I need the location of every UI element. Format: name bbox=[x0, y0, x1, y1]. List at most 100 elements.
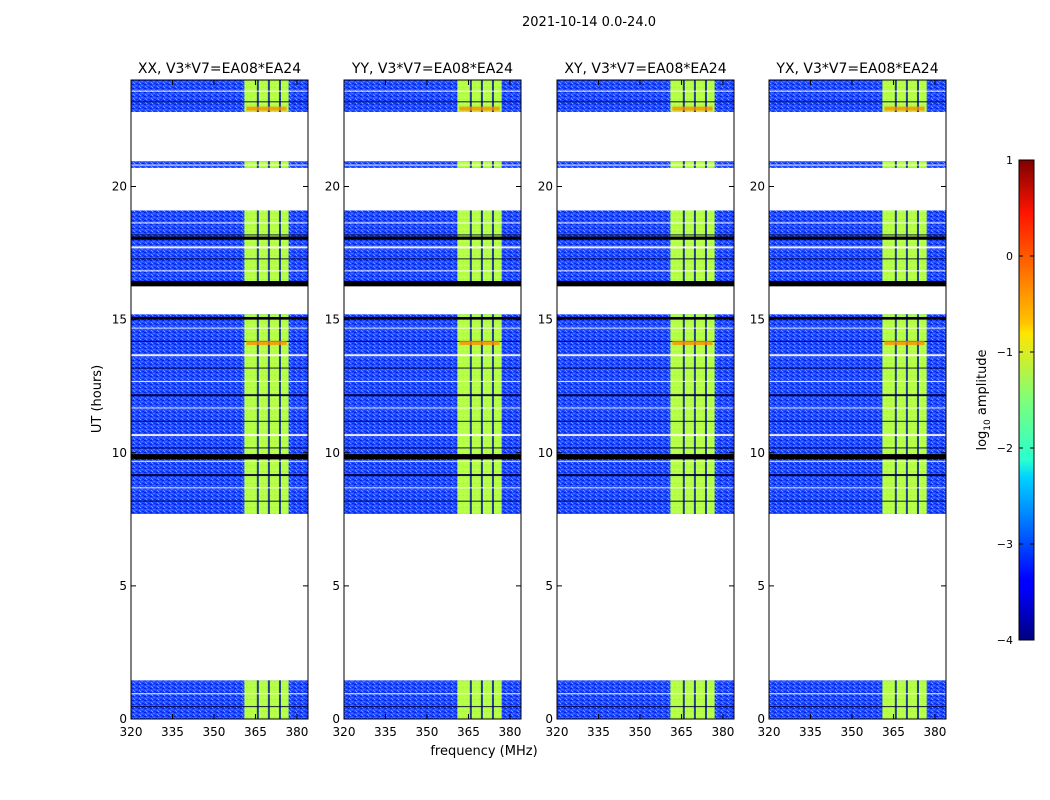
colorbar-label: log10 amplitude bbox=[975, 349, 993, 450]
panel-frame bbox=[556, 79, 735, 720]
colorbar-tick-label: 1 bbox=[1006, 154, 1013, 167]
rfi-band bbox=[882, 314, 927, 514]
x-tick-label: 335 bbox=[587, 725, 610, 739]
colorbar-label-sub: 10 bbox=[983, 419, 993, 431]
flag-line bbox=[344, 354, 521, 357]
channel-gap bbox=[704, 80, 707, 112]
flag-line bbox=[344, 420, 521, 422]
channel-gap bbox=[905, 80, 908, 112]
y-axis-label: UT (hours) bbox=[90, 365, 105, 433]
flag-line bbox=[769, 447, 946, 449]
panel-title-yx: YX, V3*V7=EA08*EA24 bbox=[775, 61, 938, 77]
flag-line bbox=[131, 340, 308, 342]
flag-line bbox=[769, 407, 946, 409]
channel-gap bbox=[894, 314, 897, 514]
colorbar-tick-label: −3 bbox=[997, 538, 1013, 551]
flag-bar bbox=[131, 281, 308, 287]
colorbar-ticks: 1 0 −1 −2 −3 −4 bbox=[997, 154, 1034, 647]
flag-line bbox=[344, 367, 521, 369]
rfi-band bbox=[670, 314, 715, 514]
panel-yy: YY, V3*V7=EA08*EA24 320 335 350 365 380 0 5 10 15… bbox=[325, 61, 522, 739]
panel-frame bbox=[343, 79, 522, 720]
x-tick-label: 335 bbox=[161, 725, 184, 739]
flag-line bbox=[131, 500, 308, 502]
rfi-band bbox=[244, 680, 289, 719]
y-tick-label: 15 bbox=[538, 313, 553, 327]
y-tick-label: 0 bbox=[757, 712, 765, 726]
y-tick-label: 5 bbox=[545, 579, 553, 593]
flag-line bbox=[769, 340, 946, 342]
channel-gap bbox=[693, 80, 696, 112]
channel-gap bbox=[682, 314, 685, 514]
flag-line bbox=[557, 706, 734, 708]
y-tick-label: 0 bbox=[119, 712, 127, 726]
channel-gap bbox=[480, 210, 483, 283]
flag-bar bbox=[344, 454, 521, 460]
x-tick-label: 335 bbox=[799, 725, 822, 739]
high-amplitude-strip bbox=[246, 106, 287, 111]
x-tick-label: 320 bbox=[120, 725, 143, 739]
flag-line bbox=[769, 246, 946, 249]
flag-line bbox=[131, 234, 308, 236]
flag-line bbox=[769, 434, 946, 437]
flag-line bbox=[769, 706, 946, 708]
y-tick-label: 20 bbox=[112, 180, 127, 194]
rfi-band bbox=[882, 210, 927, 283]
flag-line bbox=[344, 234, 521, 236]
flag-line bbox=[557, 407, 734, 409]
flag-line bbox=[557, 474, 734, 477]
x-tick-label: 380 bbox=[498, 725, 521, 739]
channel-gap bbox=[278, 680, 281, 719]
channel-gap bbox=[256, 314, 259, 514]
flag-bar bbox=[557, 316, 734, 320]
flag-line bbox=[131, 222, 308, 224]
channel-gap bbox=[267, 680, 270, 719]
flag-bar bbox=[769, 236, 946, 240]
high-amplitude-strip bbox=[672, 340, 713, 345]
flag-line bbox=[344, 222, 521, 224]
x-tick-label: 365 bbox=[670, 725, 693, 739]
channel-gap bbox=[693, 314, 696, 514]
flag-line bbox=[557, 234, 734, 236]
x-tick-label: 380 bbox=[923, 725, 946, 739]
flag-line bbox=[344, 693, 521, 695]
channel-gap bbox=[905, 680, 908, 719]
colorbar-gradient bbox=[1018, 159, 1035, 641]
flag-line bbox=[344, 258, 521, 260]
flag-line bbox=[557, 101, 734, 103]
channel-gap bbox=[682, 80, 685, 112]
flag-line bbox=[131, 487, 308, 489]
panel-frame bbox=[768, 79, 947, 720]
channel-gap bbox=[256, 80, 259, 112]
channel-gap bbox=[278, 314, 281, 514]
x-tick-label: 380 bbox=[285, 725, 308, 739]
flag-line bbox=[131, 354, 308, 357]
flag-line bbox=[131, 434, 308, 437]
flag-line bbox=[131, 474, 308, 477]
flag-line bbox=[769, 420, 946, 422]
flag-bar bbox=[769, 316, 946, 320]
panel-title-yy: YY, V3*V7=EA08*EA24 bbox=[351, 61, 513, 77]
flag-line bbox=[557, 270, 734, 272]
channel-gap bbox=[704, 680, 707, 719]
channel-gap bbox=[894, 210, 897, 283]
channel-gap bbox=[469, 680, 472, 719]
rfi-band bbox=[457, 210, 502, 283]
flag-line bbox=[557, 447, 734, 449]
flag-line bbox=[344, 474, 521, 477]
flag-line bbox=[344, 270, 521, 272]
rfi-band bbox=[882, 680, 927, 719]
flag-line bbox=[131, 706, 308, 708]
flag-line bbox=[769, 234, 946, 236]
y-tick-label: 5 bbox=[757, 579, 765, 593]
channel-gap bbox=[916, 680, 919, 719]
high-amplitude-strip bbox=[459, 106, 500, 111]
channel-gap bbox=[916, 80, 919, 112]
flag-bar bbox=[131, 316, 308, 320]
x-tick-label: 350 bbox=[203, 725, 226, 739]
flag-line bbox=[344, 394, 521, 397]
x-axis-label: frequency (MHz) bbox=[430, 744, 537, 759]
channel-gap bbox=[905, 210, 908, 283]
flag-line bbox=[344, 460, 521, 462]
channel-gap bbox=[682, 680, 685, 719]
